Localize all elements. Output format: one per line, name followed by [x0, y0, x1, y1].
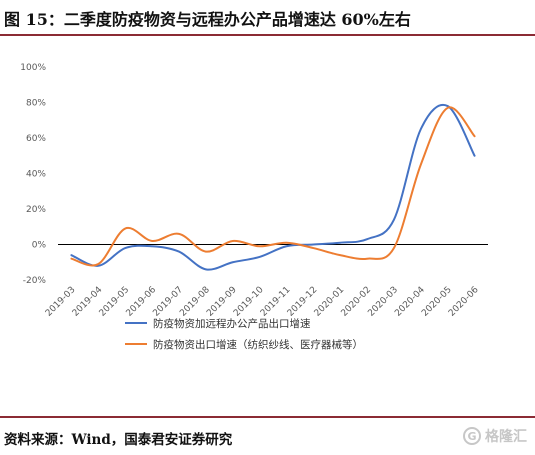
gelonghui-logo-icon: G	[463, 427, 481, 445]
y-tick-label: 20%	[26, 205, 46, 215]
watermark-text: 格隆汇	[485, 429, 527, 445]
y-tick-label: 80%	[26, 99, 46, 109]
watermark: G 格隆汇	[463, 426, 527, 446]
source-note: 资料来源：Wind，国泰君安证券研究	[4, 432, 233, 448]
figure-title: 图 15：二季度防疫物资与远程办公产品增速达 60%左右	[4, 10, 411, 29]
line-chart: -20% 0% 20% 40% 60% 80% 100% 2019-032019-04201…	[20, 63, 488, 351]
legend-label: 防疫物资出口增速（纺织纱线、医疗器械等）	[153, 338, 363, 351]
series-line-remote-office	[70, 103, 476, 271]
y-axis-tick-labels: -20% 0% 20% 40% 60% 80% 100%	[20, 63, 46, 286]
series-line-epidemic-supplies	[70, 106, 476, 267]
x-tick-label: 2020-06	[447, 285, 481, 319]
y-tick-label: 40%	[26, 170, 46, 180]
series-lines	[70, 103, 476, 271]
y-tick-label: 60%	[26, 134, 46, 144]
legend-label: 防疫物资加远程办公产品出口增速	[153, 317, 311, 330]
y-tick-label: 100%	[20, 63, 46, 73]
footer-bar: 资料来源：Wind，国泰君安证券研究 G 格隆汇	[0, 416, 535, 455]
title-bar: 图 15：二季度防疫物资与远程办公产品增速达 60%左右	[0, 0, 535, 36]
y-tick-label: -20%	[23, 276, 47, 286]
y-tick-label: 0%	[32, 241, 47, 251]
x-axis-tick-labels: 2019-032019-042019-052019-062019-072019-…	[44, 285, 481, 319]
